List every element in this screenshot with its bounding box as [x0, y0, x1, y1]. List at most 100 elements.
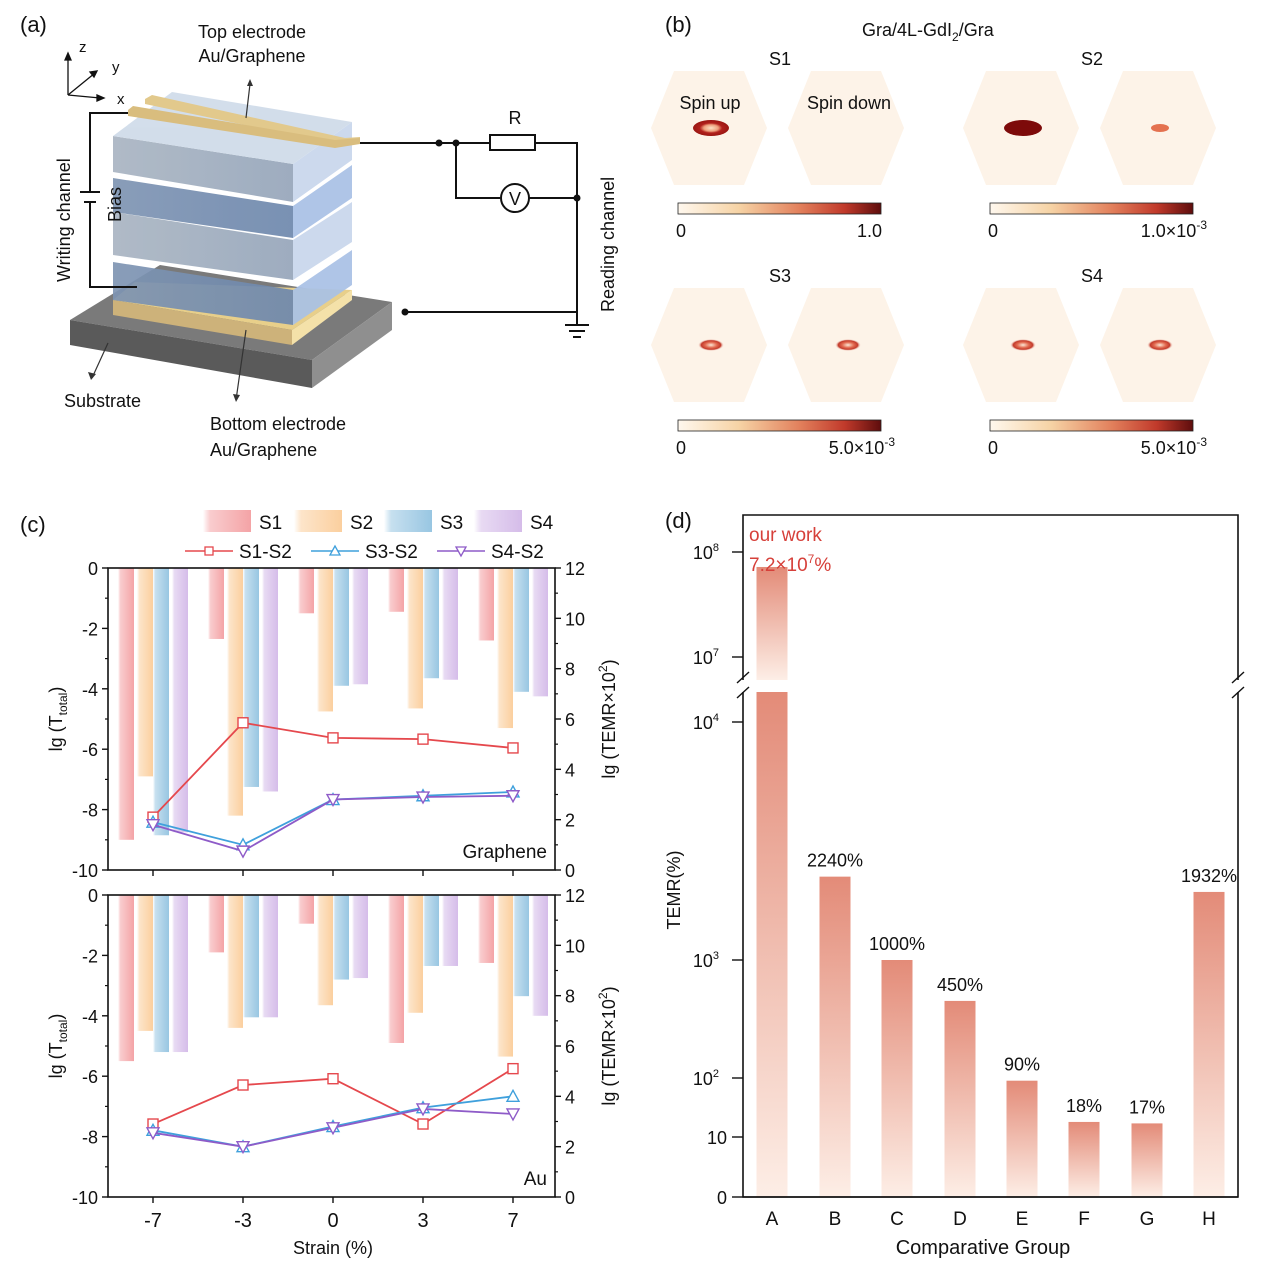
- transmission-spot: [698, 339, 724, 351]
- x-tick-label: 0: [327, 1210, 338, 1232]
- bar-f: [1068, 1121, 1100, 1197]
- legend-swatch-s3: [384, 510, 432, 532]
- y-tick-label: -4: [82, 680, 98, 700]
- y2-axis-title: lg (TEMR×102): [596, 659, 619, 778]
- legend-label: S4-S2: [491, 542, 544, 563]
- legend-label: S3: [440, 513, 463, 534]
- transmission-spot: [1004, 120, 1042, 136]
- au-subplot: 0 -2 -4 -6 -8 -10 12 10 8 6 4 2 0 -7 -3 0 3 7 Au lg (Ttotal…: [46, 886, 619, 1232]
- marker-s4-s2: [415, 791, 431, 805]
- panel-b-label: (b): [665, 12, 692, 37]
- annotation-arrows: [88, 79, 253, 402]
- bar-s3: [423, 895, 439, 966]
- legend-marker: [454, 546, 468, 558]
- y-tick-label: 10: [707, 1128, 727, 1148]
- top-electrode-label-2: Au/Graphene: [198, 46, 305, 66]
- y2-tick-label: 8: [565, 987, 575, 1007]
- bar-s1: [118, 568, 134, 840]
- bar-e: [1006, 1080, 1038, 1197]
- panel-c-chart: (c) S1 S2 S3 S4 S1-S2 S3-S2 S4-S2 0 -2 -4 -6 -8 -10…: [20, 510, 619, 1258]
- y2-tick-label: 10: [565, 936, 585, 956]
- d-y-axis-title: TEMR(%): [664, 851, 684, 930]
- bar-s1: [478, 895, 494, 963]
- y-tick-label: -6: [82, 740, 98, 760]
- voltmeter-label: V: [509, 189, 521, 209]
- bar-s3: [513, 568, 529, 692]
- y-axis-title: lg (Ttotal): [46, 1014, 70, 1079]
- bar-s3: [243, 895, 259, 1018]
- spin-down-label: Spin down: [807, 93, 891, 113]
- substrate-label: Substrate: [64, 391, 141, 411]
- axis-z-label: z: [79, 39, 87, 56]
- bar-a-lower: [756, 692, 788, 1197]
- legend-label: S1: [259, 513, 282, 534]
- bar-s3: [513, 895, 529, 997]
- colorbar-min-label: 0: [988, 438, 998, 458]
- bar-s2: [137, 895, 153, 1031]
- y-tick-label: 107: [693, 647, 719, 668]
- bar-value-label: 18%: [1066, 1096, 1102, 1116]
- bias-label: Bias: [105, 187, 125, 222]
- colorbar-max-label: 1.0×10-3: [1141, 218, 1208, 241]
- bar-s1: [298, 895, 314, 924]
- legend-label: S3-S2: [365, 542, 418, 563]
- x-tick-label: F: [1078, 1209, 1090, 1230]
- colorbar-min-label: 0: [988, 221, 998, 241]
- transmission-spot: [1010, 339, 1036, 351]
- colorbar-min-label: 0: [676, 221, 686, 241]
- legend-marker: [204, 546, 214, 556]
- y2-tick-label: 2: [565, 811, 575, 831]
- x-tick-label: C: [890, 1209, 904, 1230]
- bar-d: [944, 1000, 976, 1197]
- y2-tick-label: 4: [565, 1087, 575, 1107]
- y-tick-label: -8: [82, 1128, 98, 1148]
- marker-s1-s2: [417, 1118, 429, 1130]
- x-tick-label: -3: [234, 1210, 252, 1232]
- bar-s1: [388, 568, 404, 612]
- transmission-spot: [1151, 124, 1169, 132]
- x-tick-label: D: [953, 1209, 967, 1230]
- x-tick-label: H: [1202, 1209, 1216, 1230]
- bar-s2: [407, 568, 423, 709]
- subplot-annotation: Au: [524, 1169, 547, 1190]
- marker-s1-s2: [417, 733, 429, 745]
- bar-s4: [262, 568, 278, 792]
- bar-s4: [442, 568, 458, 680]
- marker-s1-s2: [507, 742, 519, 754]
- colorbar-max-label: 5.0×10-3: [1141, 435, 1208, 458]
- bar-s2: [497, 895, 513, 1057]
- bar-s4: [442, 895, 458, 966]
- our-work-label: our work: [749, 525, 822, 546]
- legend-label: S4: [530, 513, 554, 534]
- bar-s4: [532, 568, 548, 697]
- marker-s4-s2: [235, 1140, 251, 1155]
- y-tick-label: -2: [82, 619, 98, 639]
- marker-s1-s2: [327, 1073, 339, 1085]
- axis-break-mark: [1231, 686, 1245, 699]
- y2-tick-label: 8: [565, 660, 575, 680]
- x-tick-label: 3: [417, 1210, 428, 1232]
- bar-s3: [153, 568, 169, 836]
- plot-frame-upper: [742, 514, 1239, 680]
- bar-s3: [243, 568, 259, 787]
- bar-s1: [478, 568, 494, 641]
- top-electrode-label-1: Top electrode: [198, 22, 306, 42]
- transmission-spot: [693, 120, 729, 136]
- bar-s3: [423, 568, 439, 679]
- spin-up-label: Spin up: [679, 93, 740, 113]
- d-x-axis-title: Comparative Group: [896, 1237, 1071, 1259]
- bar-s4: [352, 895, 368, 979]
- subplot-annotation: Graphene: [462, 842, 547, 863]
- bar-s1: [208, 568, 224, 639]
- y2-tick-label: 12: [565, 886, 585, 906]
- y-tick-label: 104: [693, 712, 719, 733]
- bar-s4: [532, 895, 548, 1016]
- colorbar: [989, 419, 1194, 432]
- colorbar-max-label: 5.0×10-3: [829, 435, 896, 458]
- bar-s4: [262, 895, 278, 1018]
- bar-s4: [172, 895, 188, 1053]
- y-tick-label: 108: [693, 542, 719, 563]
- bar-s2: [407, 895, 423, 1013]
- panel-a-label: (a): [20, 12, 47, 37]
- state-title: S4: [1081, 266, 1103, 286]
